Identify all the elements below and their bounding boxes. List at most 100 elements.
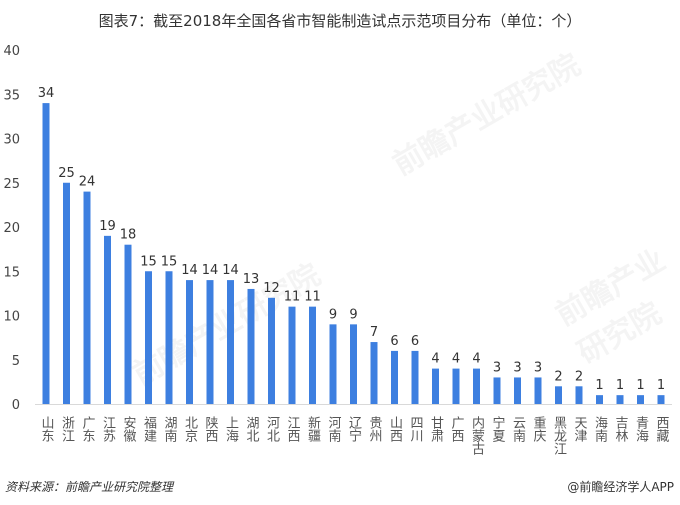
x-tick-label: 辽宁	[346, 416, 362, 442]
x-tick-label: 青海	[633, 416, 649, 442]
data-label: 7	[370, 325, 378, 340]
bar	[596, 395, 603, 404]
data-label: 12	[263, 281, 280, 296]
x-tick-label: 江苏	[100, 416, 116, 442]
bar	[206, 280, 214, 404]
data-label: 14	[202, 263, 219, 278]
data-label: 1	[595, 378, 603, 393]
y-tick-label: 25	[3, 177, 20, 192]
x-tick-label: 广东	[80, 416, 96, 442]
data-label: 19	[99, 219, 116, 234]
x-tick-label: 吉林	[613, 416, 629, 442]
y-tick-label: 40	[3, 44, 20, 59]
bar	[657, 395, 665, 404]
brand-credit: @前瞻经济学人APP	[567, 480, 674, 494]
x-tick-label: 河南	[326, 416, 342, 442]
data-label: 11	[304, 290, 321, 305]
data-label: 15	[140, 254, 157, 269]
data-label: 24	[79, 175, 96, 190]
x-tick-label: 西藏	[654, 416, 670, 442]
data-label: 9	[329, 307, 337, 322]
x-tick-label: 宁夏	[490, 415, 506, 442]
data-label: 3	[513, 360, 521, 375]
data-label: 1	[616, 378, 624, 393]
x-tick-label: 福建	[141, 416, 157, 443]
data-label: 18	[120, 228, 137, 243]
bar	[452, 368, 460, 404]
x-tick-label: 北京	[182, 416, 198, 442]
y-tick-label: 35	[3, 88, 20, 103]
x-tick-label: 甘肃	[428, 416, 444, 442]
bar	[616, 395, 624, 404]
x-tick-label: 新疆	[305, 415, 321, 442]
chart-title: 图表7：截至2018年全国各省市智能制造试点示范项目分布（单位：个）	[98, 12, 582, 30]
data-label: 3	[493, 360, 501, 375]
source-note: 资料来源：前瞻产业研究院整理	[5, 480, 174, 494]
bar	[391, 350, 398, 404]
data-label: 4	[472, 352, 480, 367]
data-label: 11	[284, 290, 301, 305]
x-tick-label: 浙江	[59, 416, 75, 442]
bar	[432, 368, 439, 404]
data-label: 34	[38, 86, 55, 101]
data-label: 3	[534, 360, 542, 375]
bar	[555, 386, 562, 404]
bar	[124, 244, 132, 404]
y-tick-label: 20	[3, 221, 20, 236]
x-tick-label: 海南	[592, 416, 608, 442]
bar	[370, 342, 378, 404]
x-tick-label: 天津	[572, 416, 588, 442]
x-tick-label: 黑龙江	[551, 416, 567, 455]
x-tick-label: 湖北	[244, 416, 260, 443]
data-label: 1	[636, 378, 644, 393]
data-label: 25	[58, 166, 75, 181]
bar	[288, 306, 296, 404]
bar	[247, 288, 255, 404]
x-tick-label: 河北	[264, 416, 280, 443]
bar	[575, 386, 583, 404]
x-tick-label: 安徽	[121, 416, 137, 442]
x-tick-label: 广西	[449, 416, 465, 442]
data-label: 4	[431, 352, 439, 367]
bar	[42, 103, 50, 404]
bar	[268, 297, 275, 404]
data-label: 2	[575, 369, 583, 384]
bar	[473, 368, 480, 404]
x-tick-label: 陕西	[203, 416, 219, 442]
y-tick-label: 15	[3, 265, 20, 280]
data-label: 15	[161, 254, 178, 269]
data-label: 6	[390, 334, 398, 349]
x-tick-label: 湖南	[162, 416, 178, 442]
x-tick-label: 山西	[387, 416, 403, 442]
bar	[350, 324, 357, 404]
data-label: 14	[222, 263, 239, 278]
bar	[514, 377, 521, 404]
bar	[329, 324, 337, 404]
bar	[309, 306, 316, 404]
bar	[83, 191, 91, 404]
bar	[104, 235, 111, 404]
data-label: 14	[181, 263, 198, 278]
x-tick-label: 内蒙古	[469, 415, 485, 455]
x-tick-label: 江西	[285, 416, 301, 442]
data-label: 1	[657, 378, 665, 393]
y-tick-label: 5	[12, 354, 20, 369]
x-tick-label: 云南	[510, 416, 526, 442]
bar	[145, 271, 152, 404]
x-tick-label: 上海	[223, 416, 239, 442]
bar	[227, 280, 234, 404]
data-label: 6	[411, 334, 419, 349]
y-tick-label: 30	[3, 133, 20, 148]
x-tick-label: 四川	[408, 416, 424, 442]
x-tick-label: 重庆	[531, 415, 547, 442]
bar	[411, 350, 419, 404]
y-tick-label: 10	[3, 310, 20, 325]
bar	[637, 395, 644, 404]
bar	[186, 280, 193, 404]
data-label: 9	[349, 307, 357, 322]
bar	[493, 377, 501, 404]
bar	[165, 271, 173, 404]
data-label: 4	[452, 352, 460, 367]
